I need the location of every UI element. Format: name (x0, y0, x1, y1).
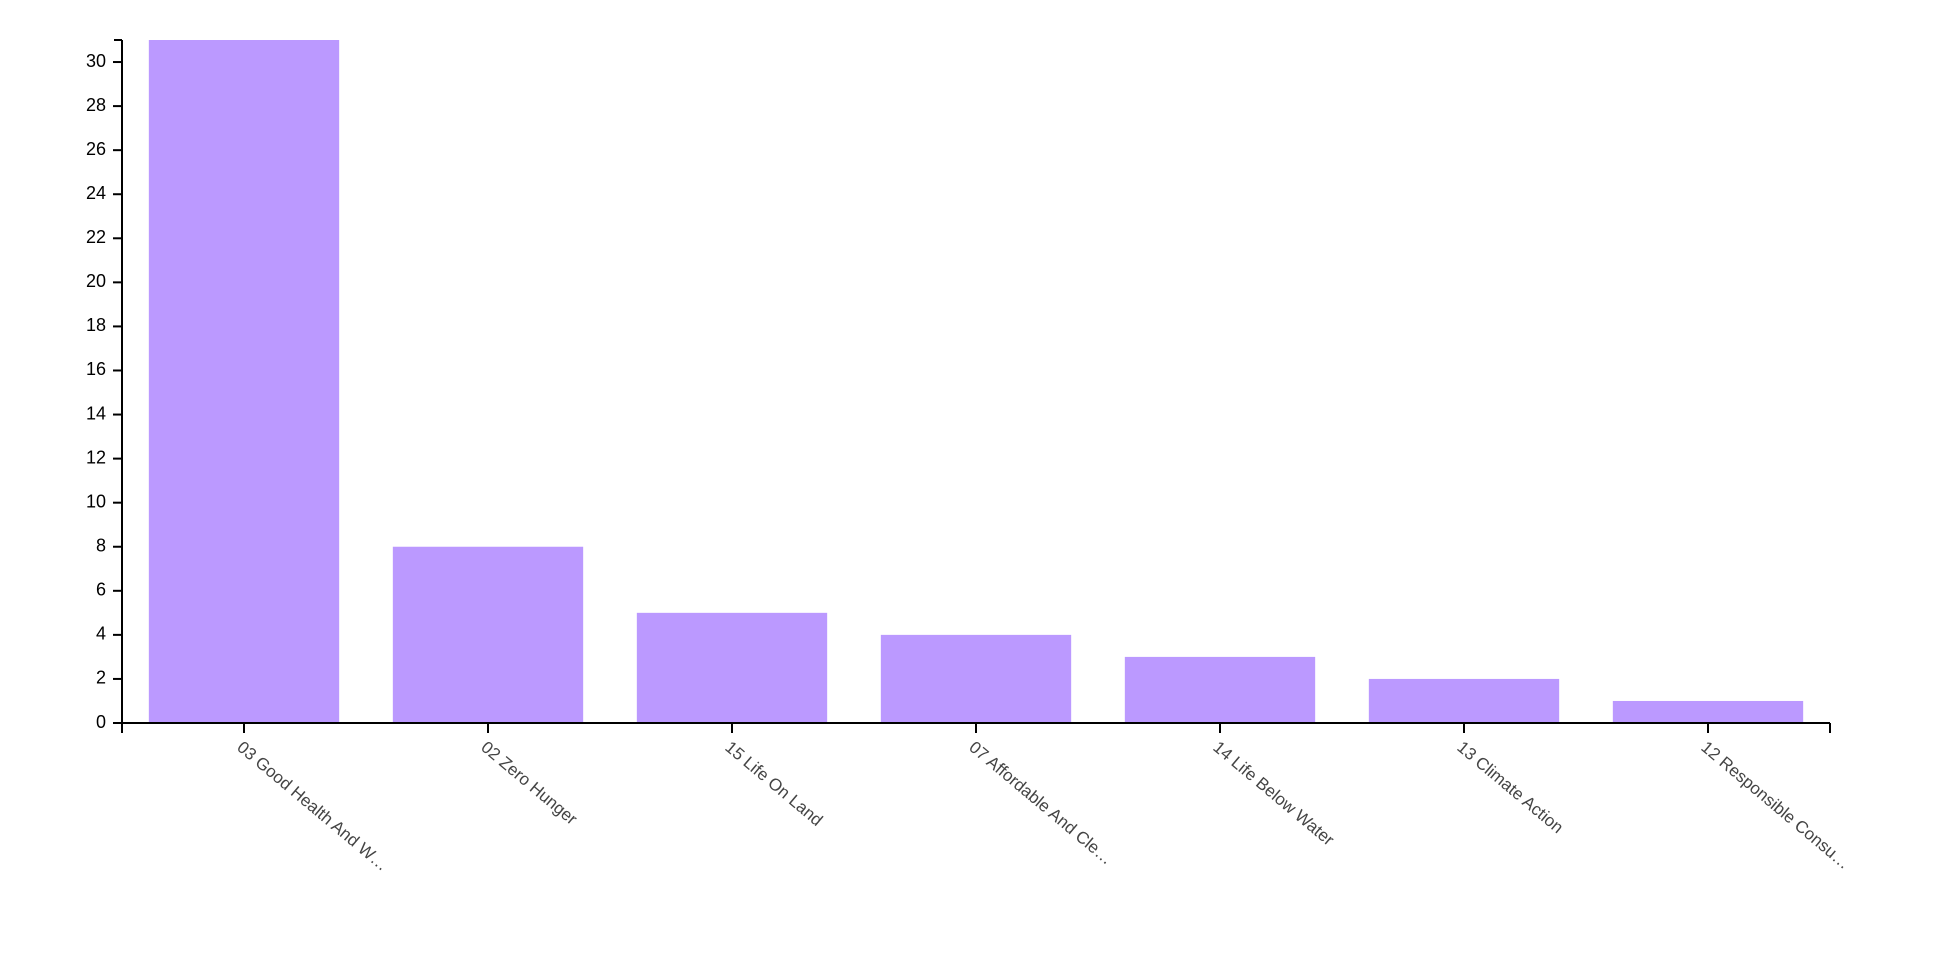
x-tick-label: 13 Climate Action (1453, 738, 1567, 838)
y-tick-label: 18 (86, 315, 106, 335)
y-tick-label: 6 (96, 580, 106, 600)
y-tick-label: 20 (86, 271, 106, 291)
y-tick-label: 26 (86, 139, 106, 159)
bar (392, 546, 584, 723)
bar (636, 612, 828, 723)
bar (880, 634, 1072, 723)
y-tick-label: 14 (86, 403, 106, 423)
bar (1612, 700, 1804, 723)
y-tick-label: 12 (86, 447, 106, 467)
bar (148, 40, 340, 723)
x-tick-label: 15 Life On Land (721, 738, 826, 830)
y-tick-label: 22 (86, 227, 106, 247)
x-tick-label: 03 Good Health And W… (233, 738, 391, 875)
y-tick-label: 0 (96, 712, 106, 732)
bar (1368, 678, 1560, 723)
x-tick-label: 12 Responsible Consu… (1697, 738, 1853, 873)
y-tick-label: 2 (96, 668, 106, 688)
bar (1124, 656, 1316, 723)
y-tick-label: 28 (86, 95, 106, 115)
y-tick-label: 10 (86, 491, 106, 511)
x-tick-label: 02 Zero Hunger (477, 738, 581, 829)
x-tick-label: 14 Life Below Water (1209, 738, 1338, 850)
x-tick-label: 07 Affordable And Cle… (965, 738, 1116, 869)
y-tick-label: 8 (96, 535, 106, 555)
y-tick-label: 24 (86, 183, 106, 203)
y-tick-label: 4 (96, 624, 106, 644)
y-tick-label: 30 (86, 51, 106, 71)
y-tick-label: 16 (86, 359, 106, 379)
